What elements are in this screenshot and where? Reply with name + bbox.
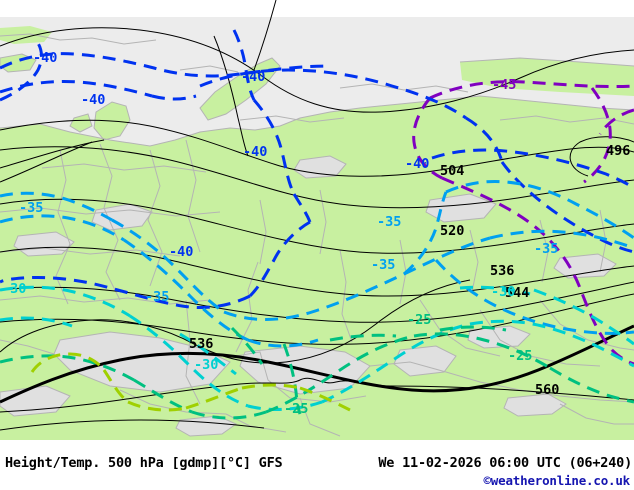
height-contour-lower-extra — [0, 419, 265, 431]
footer-run-time: We 11-02-2026 06:00 UTC (06+240) — [378, 455, 632, 471]
height-label-544: 544 — [505, 285, 529, 301]
temp-label-m25-a: -25 — [407, 312, 431, 328]
height-contour-upper-1 — [0, 27, 634, 113]
height-label-536-right: 536 — [490, 263, 514, 279]
temp-label-m45: -45 — [492, 77, 516, 93]
height-contour-520 — [0, 198, 634, 254]
temp-contour-m40 — [0, 29, 634, 310]
contour-label-layer: 496 504 520 536 544 536 560 -40 -40 -40 … — [2, 50, 630, 417]
temperature-contour-layer — [0, 29, 634, 420]
map-canvas[interactable]: 496 504 520 536 544 536 560 -40 -40 -40 … — [0, 0, 634, 440]
height-label-496: 496 — [606, 143, 630, 159]
height-contour-504 — [0, 119, 634, 177]
footer-title-text: Height/Temp. 500 hPa [gdmp][°C] GFS — [5, 455, 283, 471]
footer-credit-link[interactable]: ©weatheronline.co.uk — [483, 473, 630, 488]
height-label-560: 560 — [535, 382, 559, 398]
height-contour-560 — [0, 377, 634, 413]
height-contour-topleft-tail2 — [0, 139, 105, 169]
height-contour-topleft-tail — [0, 141, 93, 183]
temp-label-m35-a: -35 — [19, 200, 43, 216]
temp-contour-m30 — [0, 285, 634, 411]
height-contour-scand2 — [253, 0, 277, 71]
contour-map-svg[interactable]: 496 504 520 536 544 536 560 -40 -40 -40 … — [0, 0, 634, 440]
height-contour-528 — [0, 246, 634, 297]
temp-label-m40-c: -40 — [241, 69, 265, 85]
height-label-536-left: 536 — [189, 336, 213, 352]
temp-label-m35-c: -35 — [534, 241, 558, 257]
temp-label-m40-a: -40 — [33, 50, 57, 66]
height-contour-544 — [0, 293, 634, 345]
temp-label-m25-c: -25 — [284, 401, 308, 417]
temp-label-m40-f: -40 — [169, 244, 193, 260]
height-contour-552-bold — [0, 324, 634, 404]
temp-contour-m25 — [0, 325, 634, 420]
temp-label-m35-e: -35 — [371, 257, 395, 273]
temp-label-m30-b: -30 — [491, 284, 515, 300]
height-label-520: 520 — [440, 223, 464, 239]
temp-label-m40-d: -40 — [243, 144, 267, 160]
temp-label-m35-b: -35 — [377, 214, 401, 230]
temp-label-m30-c: -30 — [194, 357, 218, 373]
height-contour-496 — [569, 136, 634, 177]
temp-label-m25-b: -25 — [508, 348, 532, 364]
temp-contour-m45 — [412, 80, 634, 366]
temp-label-m35-d: -35 — [145, 289, 169, 305]
temp-label-m30-a: -30 — [2, 281, 26, 297]
temp-label-m40-e: -40 — [405, 156, 429, 172]
temp-contour-m20 — [30, 352, 351, 412]
map-top-margin — [0, 0, 634, 17]
height-contour-scand — [213, 35, 249, 157]
temperature-labels: -40 -40 -40 -45 -40 -40 -35 -40 -35 -35 … — [2, 50, 558, 417]
temp-contour-m35 — [0, 180, 634, 348]
height-labels: 496 504 520 536 544 536 560 — [189, 143, 630, 398]
map-footer: Height/Temp. 500 hPa [gdmp][°C] GFS We 1… — [0, 440, 634, 490]
height-label-504: 504 — [440, 163, 464, 179]
height-contour-536-left — [0, 279, 471, 364]
temp-label-m40-b: -40 — [81, 92, 105, 108]
